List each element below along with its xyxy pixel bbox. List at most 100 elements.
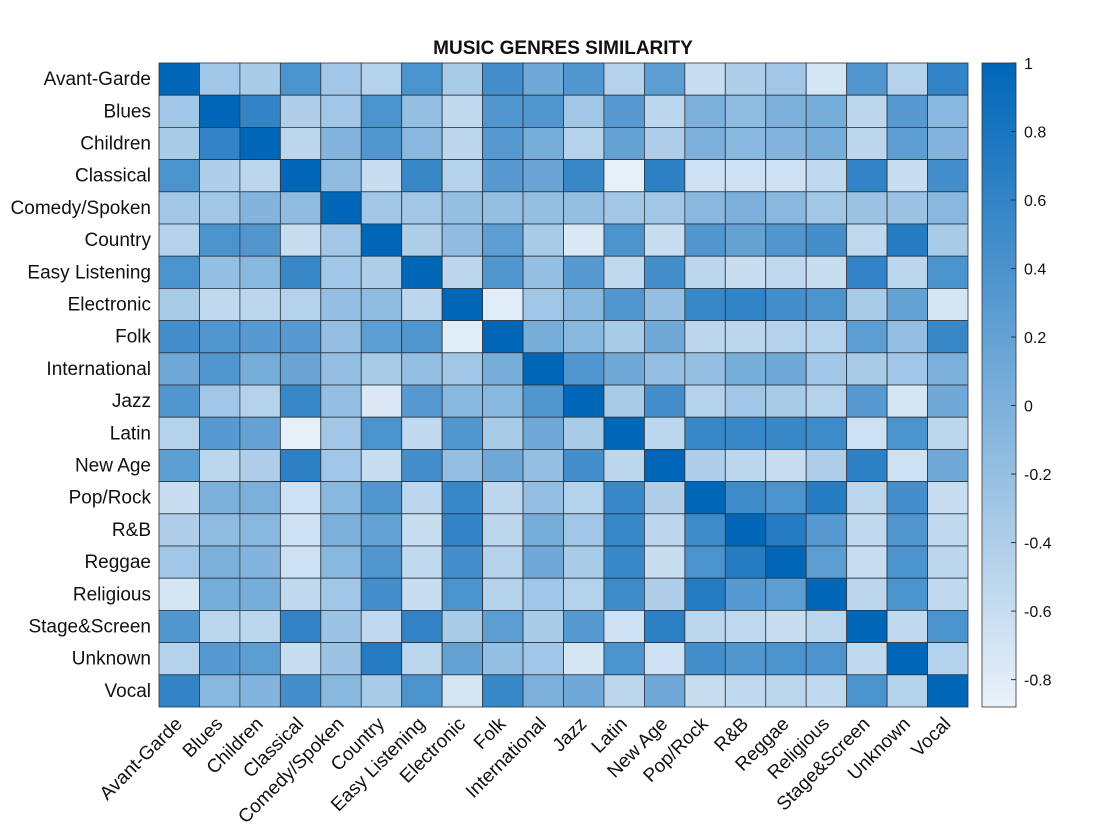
heatmap-cell: [603, 191, 645, 225]
heatmap-cell: [320, 448, 362, 482]
heatmap-cell: [563, 287, 605, 321]
heatmap-cell: [846, 320, 888, 354]
heatmap-cell: [158, 62, 200, 96]
heatmap-cell: [563, 62, 605, 96]
heatmap-cell: [320, 674, 362, 708]
heatmap-cell: [199, 255, 241, 289]
heatmap-cell: [927, 481, 969, 515]
heatmap-cell: [482, 62, 524, 96]
heatmap-cell: [603, 62, 645, 96]
heatmap-cell: [320, 223, 362, 257]
heatmap-cell: [482, 416, 524, 450]
heatmap-cell: [563, 513, 605, 547]
colorbar-tick-label: 0.2: [1024, 330, 1046, 347]
heatmap-cell: [724, 320, 767, 354]
heatmap-cell: [199, 481, 241, 515]
x-tick-label: Vocal: [908, 714, 956, 762]
heatmap-cell: [320, 577, 362, 611]
heatmap-cell: [563, 674, 605, 708]
heatmap-cell: [684, 191, 726, 225]
heatmap-cell: [886, 62, 928, 96]
heatmap-cell: [239, 642, 281, 676]
heatmap-cell: [846, 223, 888, 257]
heatmap-cell: [320, 255, 362, 289]
heatmap-cell: [441, 352, 483, 386]
heatmap-cell: [563, 127, 605, 161]
heatmap-cell: [482, 642, 524, 676]
heatmap-cell: [239, 223, 281, 257]
heatmap-cell: [644, 191, 686, 225]
heatmap-cell: [320, 352, 362, 386]
heatmap-cell: [886, 577, 928, 611]
heatmap-cell: [279, 545, 322, 579]
heatmap-cell: [401, 191, 443, 225]
heatmap-cell: [805, 481, 848, 515]
heatmap-cell: [199, 159, 241, 193]
heatmap-cell: [765, 577, 807, 611]
heatmap-cell: [765, 127, 807, 161]
heatmap-cell: [239, 448, 281, 482]
heatmap-cell: [279, 642, 322, 676]
heatmap-cell: [886, 127, 928, 161]
heatmap-cell: [482, 223, 524, 257]
heatmap-cell: [805, 610, 848, 644]
heatmap-cell: [846, 287, 888, 321]
heatmap-cell: [563, 223, 605, 257]
heatmap-cell: [886, 674, 928, 708]
heatmap-cell: [279, 513, 322, 547]
heatmap-cell: [684, 255, 726, 289]
heatmap-cell: [886, 159, 928, 193]
heatmap-cell: [603, 159, 645, 193]
heatmap-cell: [805, 577, 848, 611]
heatmap-cell: [401, 642, 443, 676]
heatmap-cell: [320, 287, 362, 321]
heatmap-cell: [522, 384, 564, 418]
heatmap-cell: [158, 577, 200, 611]
heatmap-cell: [158, 287, 200, 321]
heatmap-cell: [482, 674, 524, 708]
heatmap-cell: [401, 127, 443, 161]
heatmap-cell: [644, 610, 686, 644]
y-tick-label: Pop/Rock: [69, 488, 152, 509]
heatmap-cell: [158, 610, 200, 644]
heatmap-cell: [158, 545, 200, 579]
heatmap-cell: [927, 642, 969, 676]
heatmap-cell: [522, 513, 564, 547]
heatmap-cell: [684, 416, 726, 450]
y-tick-label: Classical: [75, 166, 151, 187]
heatmap-cell: [805, 384, 848, 418]
colorbar-tick-label: -0.2: [1024, 467, 1052, 484]
heatmap-cell: [522, 448, 564, 482]
heatmap-cell: [320, 416, 362, 450]
heatmap-cell: [401, 223, 443, 257]
y-tick-labels: Avant-Garde Blues Children Classical Comedy/…: [11, 69, 152, 702]
heatmap-cell: [360, 642, 403, 676]
x-tick-labels: Avant-GardeBluesChildrenClassicalComedy/…: [96, 713, 955, 828]
heatmap-cell: [522, 577, 564, 611]
heatmap-cell: [199, 577, 241, 611]
heatmap-cell: [805, 642, 848, 676]
heatmap-cell: [320, 191, 362, 225]
heatmap-cell: [482, 191, 524, 225]
heatmap-cell: [724, 481, 767, 515]
heatmap-cell: [199, 287, 241, 321]
heatmap-cell: [684, 674, 726, 708]
heatmap-cell: [644, 416, 686, 450]
heatmap-cell: [603, 352, 645, 386]
heatmap-cell: [724, 384, 767, 418]
heatmap-cell: [684, 287, 726, 321]
heatmap-cell: [603, 384, 645, 418]
heatmap-cell: [320, 513, 362, 547]
heatmap-cell: [158, 481, 200, 515]
heatmap-cell: [724, 674, 767, 708]
heatmap-cell: [846, 127, 888, 161]
heatmap-cell: [724, 287, 767, 321]
heatmap-cell: [401, 513, 443, 547]
heatmap-cell: [644, 159, 686, 193]
heatmap-cell: [522, 416, 564, 450]
heatmap-cell: [846, 481, 888, 515]
heatmap-cell: [158, 159, 200, 193]
heatmap-cell: [603, 481, 645, 515]
chart-title: MUSIC GENRES SIMILARITY: [433, 38, 693, 59]
heatmap-cell: [684, 62, 726, 96]
